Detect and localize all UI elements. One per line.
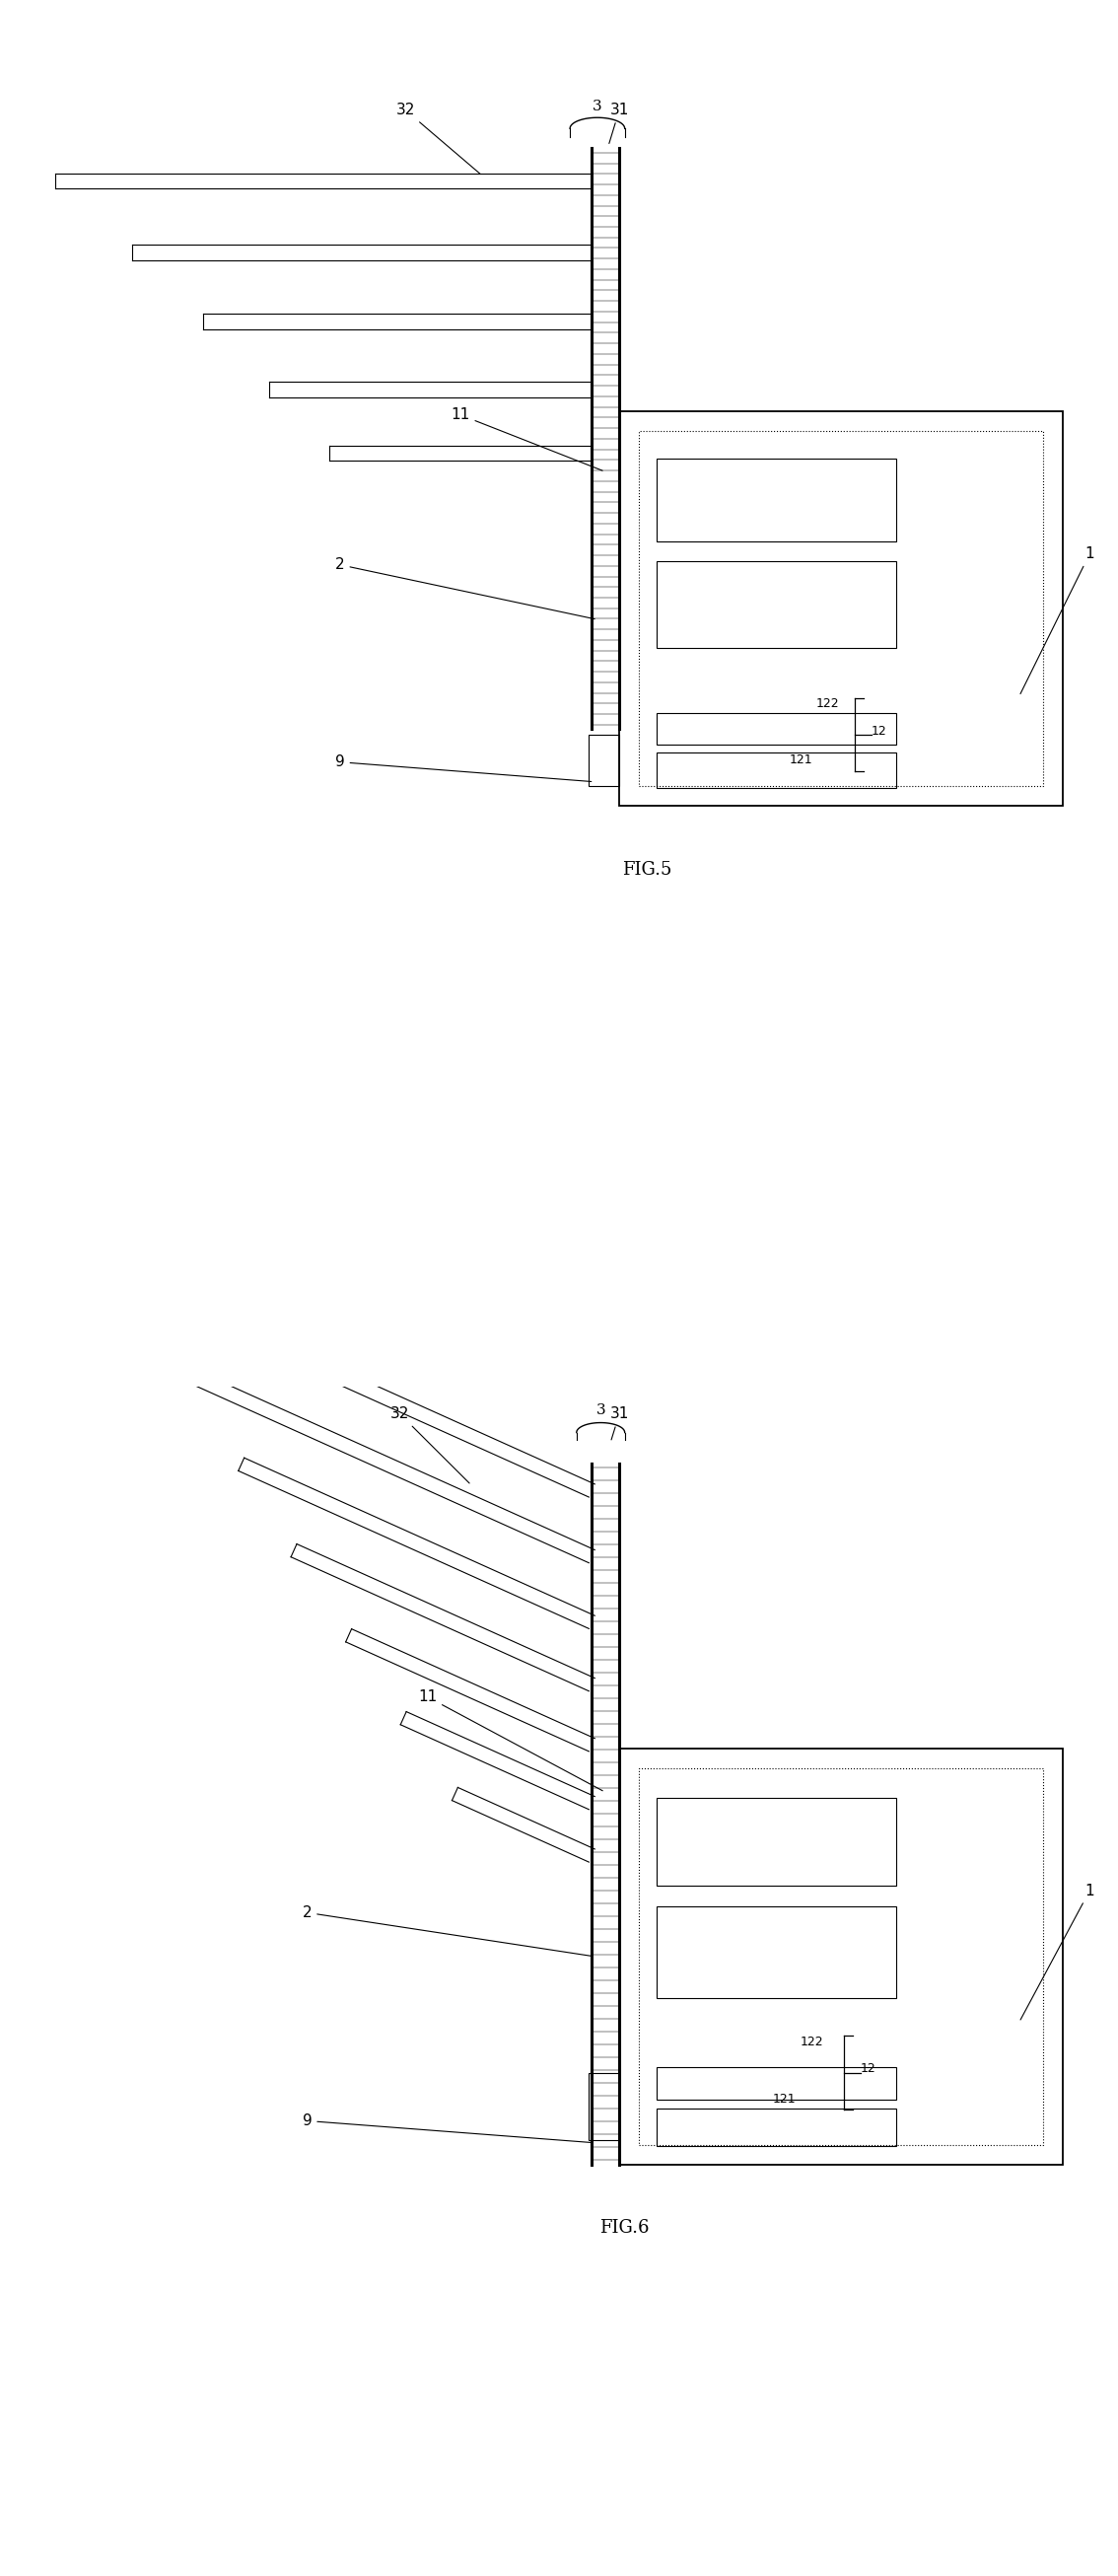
Bar bbox=[619, 412, 1063, 806]
Text: 1: 1 bbox=[1021, 1883, 1095, 2020]
Text: 12: 12 bbox=[861, 2061, 875, 2074]
Bar bbox=[656, 2107, 897, 2146]
Bar bbox=[588, 2074, 619, 2141]
Text: 2: 2 bbox=[335, 556, 595, 618]
Bar bbox=[639, 430, 1043, 786]
Bar bbox=[619, 1749, 1063, 2164]
Text: 12: 12 bbox=[871, 724, 887, 737]
Text: 32: 32 bbox=[390, 1406, 470, 1484]
Text: 122: 122 bbox=[800, 2035, 823, 2048]
Text: 121: 121 bbox=[773, 2092, 796, 2105]
Text: 31: 31 bbox=[609, 103, 628, 144]
Bar bbox=[656, 459, 897, 541]
Text: 121: 121 bbox=[789, 752, 813, 765]
Text: 9: 9 bbox=[335, 755, 591, 781]
Text: 31: 31 bbox=[609, 1406, 628, 1440]
Text: 122: 122 bbox=[816, 698, 840, 711]
Bar bbox=[656, 714, 897, 744]
Text: FIG.5: FIG.5 bbox=[622, 860, 672, 878]
Bar bbox=[656, 1906, 897, 1999]
Bar bbox=[588, 734, 619, 786]
Bar bbox=[656, 752, 897, 788]
Bar bbox=[656, 2066, 897, 2099]
Text: 32: 32 bbox=[396, 103, 481, 175]
Text: 11: 11 bbox=[451, 407, 603, 471]
Text: 9: 9 bbox=[302, 2112, 591, 2143]
Bar bbox=[639, 1767, 1043, 2146]
Text: 1: 1 bbox=[1021, 546, 1095, 693]
Bar bbox=[656, 562, 897, 649]
Text: FIG.6: FIG.6 bbox=[600, 2221, 650, 2236]
Text: 11: 11 bbox=[418, 1690, 603, 1790]
Text: 3: 3 bbox=[593, 100, 603, 113]
Text: 2: 2 bbox=[302, 1906, 591, 1955]
Bar bbox=[656, 1798, 897, 1886]
Text: 3: 3 bbox=[596, 1404, 605, 1417]
